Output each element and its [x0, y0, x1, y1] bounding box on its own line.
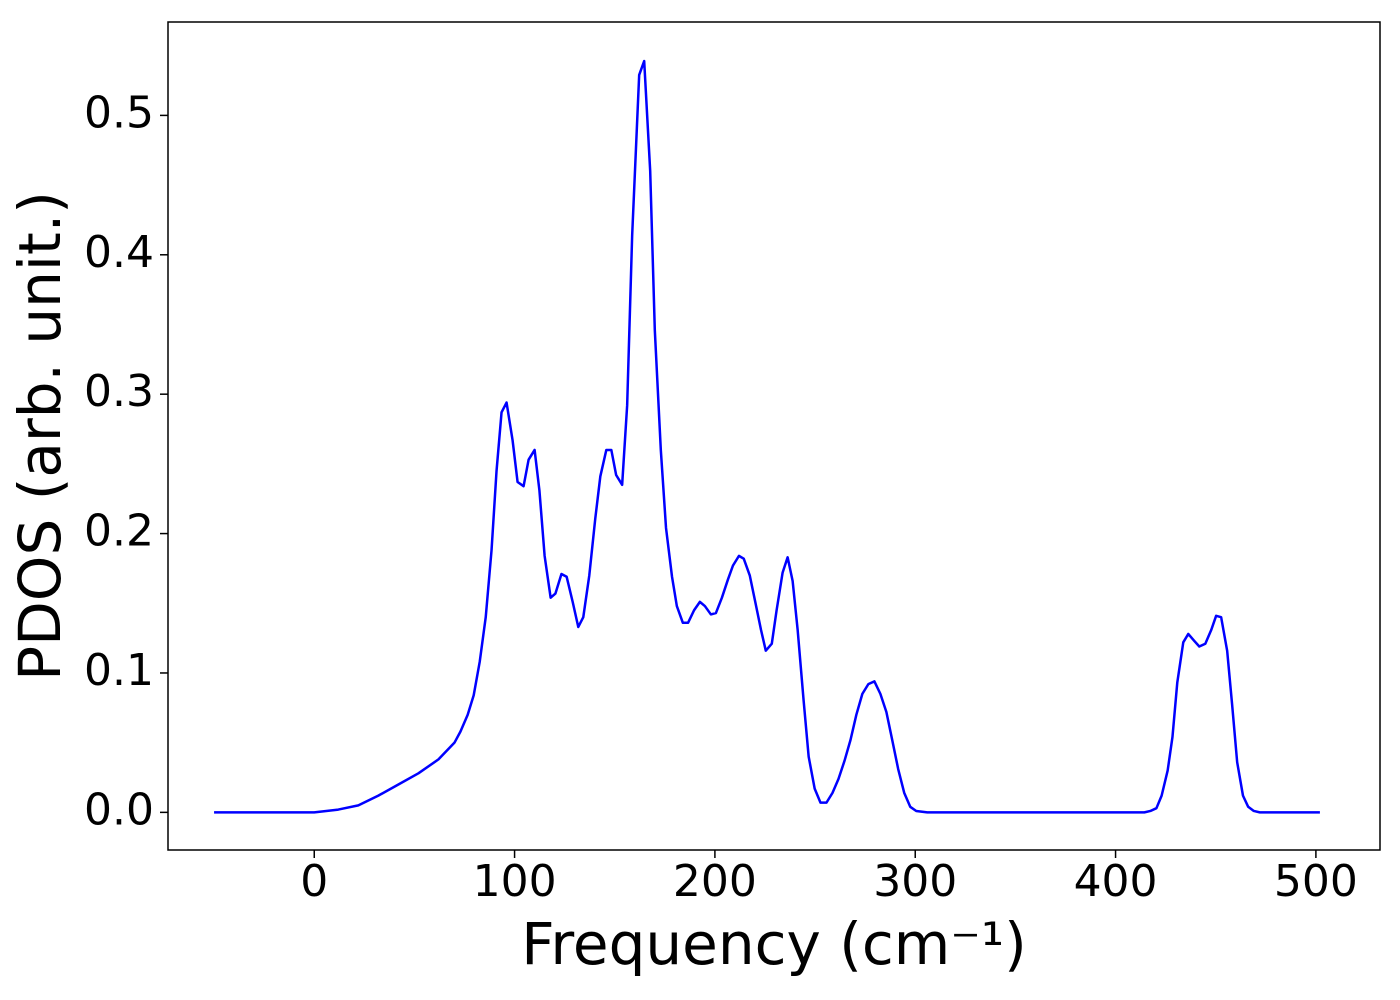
data-line	[214, 59, 1320, 814]
y-tick-label: 0.2	[84, 506, 154, 557]
x-tick-label: 0	[300, 856, 328, 907]
x-tick-label: 500	[1274, 856, 1358, 907]
y-tick-label: 0.3	[84, 366, 154, 417]
x-tick-label: 400	[1074, 856, 1158, 907]
y-axis-label: PDOS (arb. unit.)	[6, 191, 74, 681]
plot-frame	[167, 21, 1381, 851]
x-tick-label: 300	[873, 856, 957, 907]
x-tick-label: 100	[473, 856, 557, 907]
y-tick-label: 0.1	[84, 645, 154, 696]
y-tick-label: 0.4	[84, 227, 154, 278]
x-tick-label: 200	[673, 856, 757, 907]
y-tick-label: 0.5	[84, 87, 154, 138]
x-axis-label: Frequency (cm⁻¹)	[521, 910, 1027, 978]
y-tick-label: 0.0	[84, 784, 154, 835]
